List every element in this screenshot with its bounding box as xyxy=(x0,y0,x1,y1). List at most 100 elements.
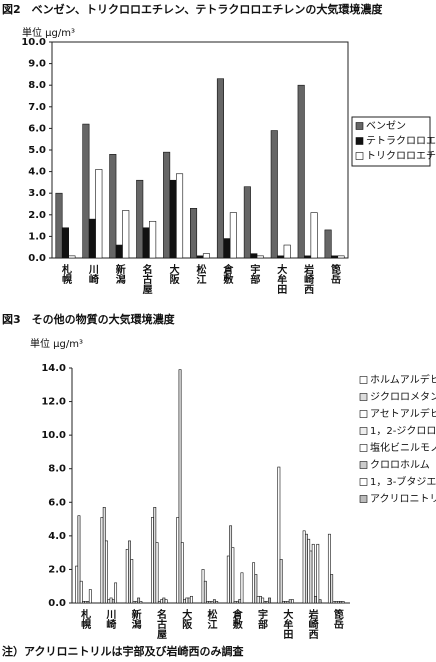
bar xyxy=(109,597,113,604)
bar xyxy=(277,255,285,259)
bar xyxy=(115,244,123,259)
bar xyxy=(107,599,111,604)
x-tick-label: 大牟田 xyxy=(281,608,293,640)
x-tick-label: 宇部 xyxy=(248,263,260,285)
y-tick-label: 2.0 xyxy=(48,564,66,575)
bar xyxy=(307,538,311,604)
bar xyxy=(288,599,292,604)
bar xyxy=(142,227,150,259)
bar xyxy=(256,255,264,259)
bar xyxy=(281,601,285,604)
x-tick-label: 倉敷 xyxy=(221,263,234,285)
bar xyxy=(270,130,278,259)
bar xyxy=(61,227,69,259)
bar xyxy=(185,597,189,604)
bar xyxy=(279,559,283,604)
y-tick-label: 12.0 xyxy=(41,397,66,408)
bar xyxy=(102,507,106,604)
y-tick-label: 10.0 xyxy=(21,37,46,48)
bar xyxy=(164,599,168,604)
bar xyxy=(86,601,90,604)
bar xyxy=(258,595,262,604)
bar xyxy=(178,369,182,604)
bar xyxy=(183,599,187,604)
y-tick-label: 14.0 xyxy=(41,363,66,374)
bar xyxy=(233,601,237,604)
bar xyxy=(196,255,204,259)
legend-label: アクリロニトリル xyxy=(370,493,436,505)
y-tick-label: 3.0 xyxy=(28,188,46,199)
bar xyxy=(243,186,251,259)
x-tick-label: 札幌 xyxy=(59,263,72,285)
bar xyxy=(157,601,161,604)
y-tick-label: 8.0 xyxy=(48,464,66,475)
bar xyxy=(263,601,267,604)
bar xyxy=(277,466,281,604)
x-tick-label: 大阪 xyxy=(180,608,192,630)
bar xyxy=(180,542,184,604)
bar xyxy=(162,597,166,604)
bar xyxy=(111,599,115,604)
bar xyxy=(151,517,154,604)
y-tick-label: 10.0 xyxy=(41,430,66,441)
y-tick-label: 0.0 xyxy=(28,253,46,264)
bar xyxy=(202,253,210,259)
legend-label: 1，2-ジクロロエタン xyxy=(370,425,436,437)
bar xyxy=(311,543,315,604)
bar xyxy=(132,601,136,604)
x-tick-label: 松江 xyxy=(194,263,206,285)
x-tick-label: 松江 xyxy=(205,608,217,630)
bar xyxy=(88,589,92,604)
bar xyxy=(316,543,320,604)
bar xyxy=(235,601,239,604)
bar xyxy=(149,220,157,259)
legend-swatch xyxy=(355,137,364,145)
x-tick-label: 箆岳 xyxy=(331,608,343,630)
bar xyxy=(210,601,214,604)
bar xyxy=(68,255,76,259)
bar xyxy=(291,599,294,604)
bar xyxy=(337,601,340,604)
x-tick-label: 名古屋 xyxy=(154,608,166,640)
chart-title: 図2 ベンゼン、トリクロロエチレン、テトラクロロエチレンの大気環境濃度 xyxy=(2,2,383,16)
legend-swatch xyxy=(359,495,368,503)
bar xyxy=(256,595,260,604)
bar xyxy=(163,151,171,259)
bar xyxy=(229,212,237,259)
bar xyxy=(212,599,216,604)
x-tick-label: 大牟田 xyxy=(275,263,287,295)
bar xyxy=(136,179,144,259)
x-tick-label: 川崎 xyxy=(104,609,117,630)
chart-title: 図3 その他の物質の大気環境濃度 xyxy=(2,312,176,326)
bar xyxy=(206,601,210,604)
bar xyxy=(109,154,117,259)
bar xyxy=(130,559,134,604)
legend-label: ジクロロメタン xyxy=(370,391,436,403)
bar xyxy=(331,255,339,259)
bar xyxy=(304,255,312,259)
bar xyxy=(314,595,317,604)
bar xyxy=(334,601,338,604)
y-tick-label: 6.0 xyxy=(48,497,66,508)
legend-label: 1，3-ブタジエン xyxy=(370,475,436,488)
bar xyxy=(187,597,191,604)
note: 注）アクリロニトリルは宇部及び岩崎西のみ調査 xyxy=(2,644,243,658)
bar xyxy=(155,542,159,604)
x-tick-label: 岩崎西 xyxy=(302,263,315,295)
legend-box xyxy=(351,116,431,167)
bar xyxy=(122,210,130,259)
bar xyxy=(88,218,96,259)
y-tick-label: 7.0 xyxy=(28,102,46,113)
bar xyxy=(318,599,322,604)
bar xyxy=(337,255,345,259)
bar xyxy=(125,548,129,604)
bar xyxy=(297,84,305,259)
x-tick-label: 箆岳 xyxy=(329,263,341,285)
y-tick-label: 4.0 xyxy=(48,531,66,542)
legend-label: アセトアルデヒド xyxy=(370,407,436,420)
bar xyxy=(95,169,103,259)
bar xyxy=(114,582,118,604)
bar xyxy=(254,574,258,604)
legend-label: ホルムアルデヒド xyxy=(370,373,436,386)
